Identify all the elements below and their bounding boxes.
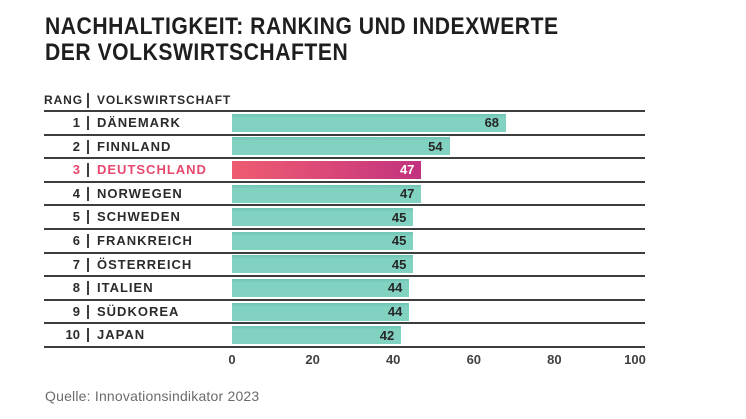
bar-value-label: 45	[391, 209, 407, 225]
x-axis-tick-label: 20	[305, 351, 320, 367]
economy-label: SCHWEDEN	[97, 209, 181, 225]
column-divider	[87, 163, 89, 178]
column-divider	[87, 93, 89, 108]
bar-value-label: 47	[399, 186, 415, 202]
column-divider	[87, 116, 89, 130]
table-row: 10 JAPAN 42	[44, 324, 645, 348]
economy-label: ÖSTERREICH	[97, 256, 193, 272]
value-bar: 45	[232, 231, 414, 250]
value-bar: 42	[232, 326, 402, 345]
rank-cell: 7	[72, 256, 80, 272]
table-row: 5 SCHWEDEN 45	[44, 206, 645, 230]
x-axis: 0 20 40 60 80 100	[44, 350, 645, 372]
economy-label: DÄNEMARK	[97, 115, 181, 130]
table-rows: 1 DÄNEMARK 68 2 FINNLAND 54 3 DEUTSCHLAN…	[44, 112, 645, 348]
page-title-line1: NACHHALTIGKEIT: RANKING UND INDEXWERTE	[45, 13, 559, 40]
economy-label: NORWEGEN	[97, 185, 183, 201]
column-header-economy: VOLKSWIRTSCHAFT	[97, 93, 232, 107]
bar-value-label: 42	[379, 327, 395, 343]
rank-cell: 6	[72, 232, 80, 248]
rank-cell: 3	[72, 162, 80, 178]
economy-label: ITALIEN	[97, 280, 154, 296]
x-axis-tick-label: 60	[466, 351, 482, 367]
value-bar: 68	[232, 113, 507, 132]
column-divider	[87, 233, 89, 248]
rank-cell: 4	[72, 185, 80, 201]
table-row: 7 ÖSTERREICH 45	[44, 254, 645, 278]
column-divider	[87, 257, 89, 272]
table-row: 3 DEUTSCHLAND 47	[44, 159, 645, 183]
rank-cell: 2	[72, 138, 80, 154]
table-row: 6 FRANKREICH 45	[44, 230, 645, 254]
value-bar: 45	[232, 208, 414, 227]
column-divider	[87, 139, 89, 154]
table-row: 2 FINNLAND 54	[44, 136, 645, 160]
x-axis-tick-label: 80	[547, 351, 562, 367]
column-header-rank: RANG	[44, 93, 83, 107]
bar-value-label: 44	[387, 280, 403, 296]
value-bar: 54	[232, 137, 450, 156]
table-header: RANG VOLKSWIRTSCHAFT	[44, 93, 645, 112]
column-divider	[87, 186, 89, 201]
page-title-line2: DER VOLKSWIRTSCHAFTEN	[45, 39, 349, 66]
rank-cell: 10	[65, 327, 80, 343]
table-row: 4 NORWEGEN 47	[44, 183, 645, 207]
table-row: 1 DÄNEMARK 68	[44, 112, 645, 136]
x-axis-tick-label: 100	[624, 351, 646, 367]
column-divider	[87, 328, 89, 343]
bar-value-label: 54	[428, 138, 443, 154]
bar-value-label: 45	[391, 256, 407, 272]
economy-label: DEUTSCHLAND	[97, 162, 207, 178]
column-divider	[87, 281, 89, 296]
bar-value-label: 68	[484, 115, 500, 131]
economy-label: JAPAN	[97, 327, 146, 343]
economy-label: SÜDKOREA	[97, 303, 180, 319]
bar-value-label: 45	[391, 233, 407, 249]
source-note: Quelle: Innovationsindikator 2023	[45, 388, 260, 404]
rank-cell: 5	[72, 209, 80, 225]
value-bar: 44	[232, 278, 410, 297]
rank-cell: 9	[72, 303, 80, 319]
x-axis-tick-label: 40	[385, 351, 401, 367]
column-divider	[87, 210, 89, 225]
x-axis-tick-label: 0	[228, 351, 236, 367]
table-row: 8 ITALIEN 44	[44, 277, 645, 301]
value-bar: 47	[232, 184, 422, 203]
bar-value-label: 44	[387, 304, 403, 320]
economy-label: FINNLAND	[97, 138, 172, 154]
rank-cell: 8	[72, 280, 80, 296]
bar-value-label: 47	[399, 162, 415, 178]
value-bar: 45	[232, 255, 414, 274]
ranking-chart: RANG VOLKSWIRTSCHAFT 1 DÄNEMARK 68 2 FIN…	[44, 93, 646, 372]
table-row: 9 SÜDKOREA 44	[44, 301, 645, 325]
value-bar: 47	[232, 160, 422, 179]
economy-label: FRANKREICH	[97, 232, 193, 248]
column-divider	[87, 304, 89, 319]
page-title: NACHHALTIGKEIT: RANKING UND INDEXWERTE D…	[45, 14, 559, 66]
value-bar: 44	[232, 302, 410, 321]
rank-cell: 1	[72, 115, 80, 130]
